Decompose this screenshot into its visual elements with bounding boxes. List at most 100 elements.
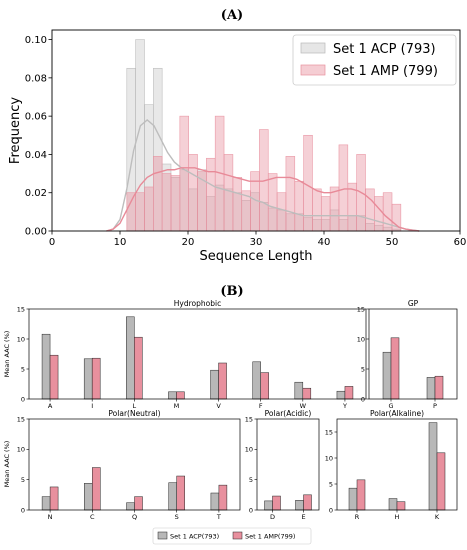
y-tick-label: 0 [21,395,25,403]
x-tick-label: R [355,513,360,521]
x-tick-label: Y [342,402,347,410]
x-tick-label: T [216,513,221,521]
x-tick-label: P [433,402,437,410]
acp-bar [426,377,436,400]
x-axis-title: Sequence Length [199,249,312,264]
acp-bar [126,502,135,511]
y-tick-label: 5 [21,476,25,484]
y-tick-label: 15 [245,415,253,423]
amp-bar [344,386,354,400]
acp-bar [84,483,93,511]
amp-bar [434,375,444,400]
x-tick-label: N [48,513,53,521]
x-tick-label: V [216,402,221,410]
amp-bar [272,495,281,511]
amp-histogram-bar [179,115,189,232]
x-tick-label: I [91,402,93,410]
amp-histogram-bar [126,192,136,232]
y-tick-label: 15 [325,428,333,436]
group-polar-acidic: D E 0 5 10 15 Polar(Acidic) [245,409,320,521]
y-axis-title: Mean AAC (%) [3,331,11,378]
x-tick-label: F [259,402,263,410]
legend-label: Set 1 ACP (793) [333,42,436,57]
acp-bar [428,422,438,511]
amp-histogram-bar [170,175,181,232]
x-tick-label: M [174,402,180,410]
subplot-title: Hydrophobic [174,299,221,308]
amp-histogram-bar [374,196,384,232]
y-tick-label: 0 [21,506,25,514]
x-tick-label: 10 [114,237,127,248]
acp-bar [382,351,392,400]
amp-histogram-bar [329,186,340,232]
x-tick-label: Q [132,513,137,521]
amp-bar [49,486,59,511]
acp-bar [348,487,358,511]
acp-bar [252,361,261,400]
amp-bar [390,337,400,400]
acp-bar [264,500,273,511]
group-hydrophobic: A I L M V F W Y 0 5 10 15 Hydrophobic [17,299,367,410]
amp-histogram-bar [161,173,172,232]
subplot-frame [28,308,367,400]
amp-histogram-bar [232,177,243,232]
y-tick-label: 15 [17,305,25,313]
acp-bar [294,381,304,400]
y-tick-label: 10 [357,335,365,343]
group-polar-alkaline: R H K 0 5 10 15 Polar(Alkaline) [325,409,458,521]
amp-bar [436,452,446,511]
x-tick-label: 50 [386,237,399,248]
y-tick-label: 0.08 [25,73,47,84]
acp-bar [336,390,346,400]
y-tick-label: 5 [361,365,365,373]
amp-bar [356,479,366,511]
amp-histogram-bar [206,157,216,232]
amp-histogram-bar [320,196,331,232]
amp-bar [91,357,101,400]
panel-b-label: (B) [220,284,243,299]
amp-histogram-bar [153,156,163,232]
y-tick-label: 0.10 [25,35,47,46]
acp-bar [168,391,177,400]
amp-histogram-bar [338,144,349,232]
legend-label: Set 1 AMP(799) [245,533,295,541]
y-tick-label: 5 [21,365,25,373]
legend-b: Set 1 ACP(793) Set 1 AMP(799) [152,527,312,545]
amp-bar [92,467,101,511]
amp-histogram-bar [294,180,304,232]
x-tick-label: S [175,513,179,521]
legend-label: Set 1 ACP(793) [170,533,219,541]
amp-bar [176,391,185,400]
amp-histogram-bar [285,156,296,232]
legend: Set 1 ACP (793) Set 1 AMP (799) [292,34,457,86]
y-tick-label: 0 [361,395,365,403]
y-tick-label: 10 [325,454,333,462]
acp-bar [210,492,220,511]
amp-bar [49,354,59,400]
amp-bar [218,484,228,511]
y-tick-label: 0 [249,506,253,514]
amp-histogram-bar [365,188,375,232]
amp-histogram-bar [188,154,198,232]
amp-bar [134,496,143,511]
x-tick-label: K [435,513,440,521]
y-tick-label: 10 [17,446,25,454]
y-axis-title: Mean AAC (%) [3,441,11,488]
y-tick-label: 15 [17,415,25,423]
y-tick-label: 10 [17,335,25,343]
subplot-title: Polar(Neutral) [108,409,160,418]
subplot-frame [28,418,241,511]
acp-bar [168,482,177,511]
sequence-length-histogram: 0 10 20 30 40 50 60 0.00 0.02 0.04 0.06 0.08 0.10 Seq… [8,29,466,264]
y-tick-label: 0.06 [25,112,47,123]
y-tick-label: 15 [357,305,365,313]
y-tick-label: 0.04 [25,150,47,161]
amp-bar [176,475,185,511]
amp-histogram-bar [267,173,278,232]
subplot-title: Polar(Acidic) [265,409,312,418]
acp-bar [83,358,93,400]
amp-bar [260,372,269,400]
